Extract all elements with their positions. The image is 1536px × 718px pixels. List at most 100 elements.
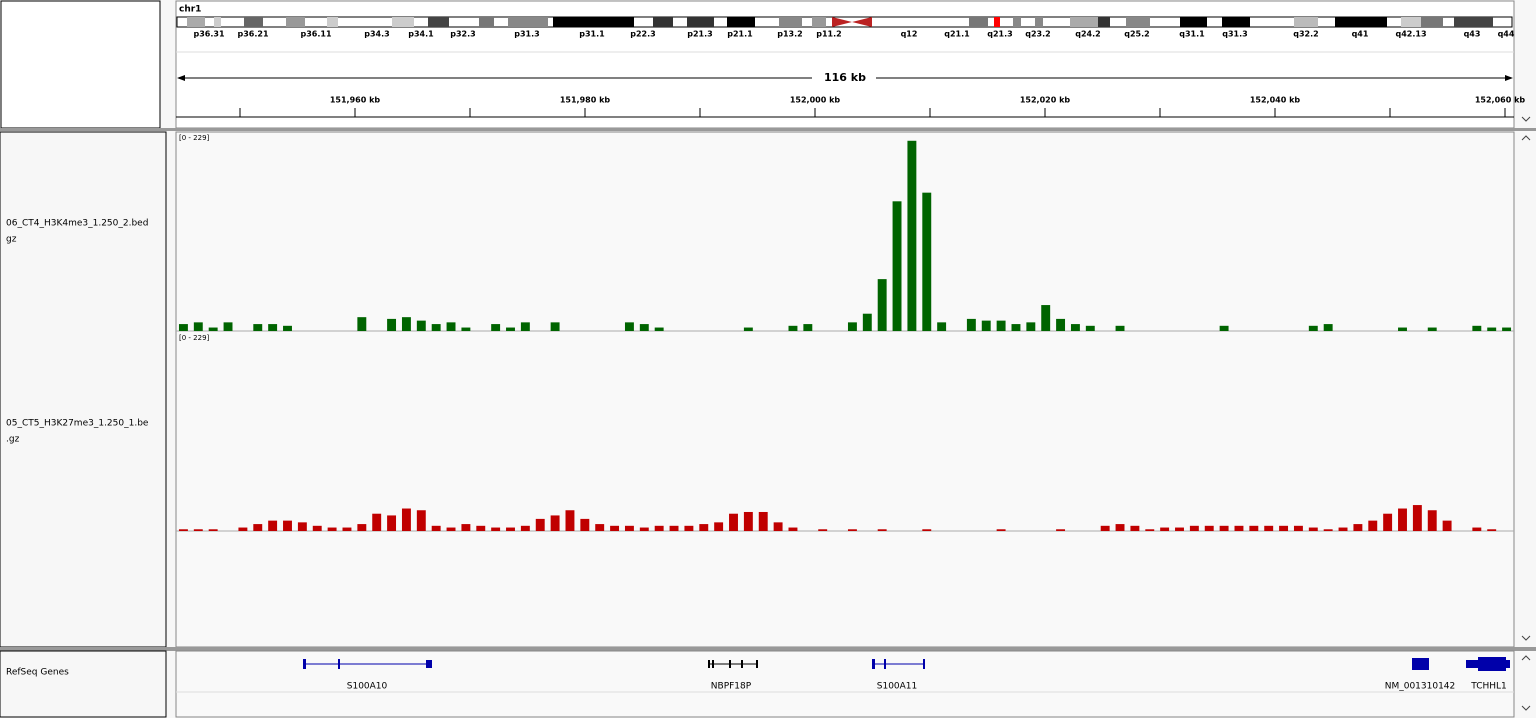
gene-exon [712, 660, 714, 668]
signal-bar [1472, 527, 1482, 531]
signal-bar [193, 529, 203, 531]
cytoband [508, 17, 548, 27]
signal-bar [595, 524, 605, 531]
scroll-button[interactable] [1521, 655, 1531, 661]
gene-panel [175, 650, 1515, 718]
signal-bar [847, 322, 857, 331]
cytoband [779, 17, 802, 27]
signal-bar [208, 529, 218, 531]
signal-bar [1264, 525, 1274, 531]
signal-bar [387, 515, 397, 531]
signal-bar [1056, 529, 1066, 531]
divider [0, 128, 1536, 131]
ruler-tick-label: 151,960 kb [330, 96, 381, 105]
gene-label: NM_001310142 [1385, 682, 1456, 692]
signal-bar [1338, 527, 1348, 531]
signal-bar [238, 527, 248, 531]
gene-label: NBPF18P [711, 682, 752, 692]
scroll-button[interactable] [1521, 116, 1531, 122]
signal-bar [714, 522, 724, 531]
signal-bar [223, 322, 233, 331]
signal-bar [996, 529, 1006, 531]
signal-bar [1070, 324, 1080, 331]
scroll-button[interactable] [1521, 135, 1531, 141]
signal-bar [1502, 327, 1512, 331]
cytoband-label: p36.21 [237, 30, 268, 39]
signal-bar [1041, 305, 1051, 331]
cytoband-label: q43 [1464, 30, 1481, 39]
cytoband-label: q23.2 [1025, 30, 1050, 39]
cytoband-label: p13.2 [777, 30, 802, 39]
signal-bar [506, 527, 515, 531]
cytoband-label: p32.3 [450, 30, 475, 39]
cytoband [653, 17, 673, 27]
cytoband [727, 17, 755, 27]
signal-bar [491, 324, 501, 331]
cytoband [1401, 17, 1421, 27]
cytoband-label: q12 [901, 30, 918, 39]
cytoband [428, 17, 449, 27]
signal-bar [520, 322, 530, 331]
cytoband-label: p36.31 [193, 30, 224, 39]
signal-bar [1412, 505, 1422, 531]
signal-bar [743, 327, 753, 331]
span-arrow [1505, 75, 1513, 81]
signal-bar [877, 529, 887, 531]
cytoband-label: p21.1 [727, 30, 753, 39]
signal-bar [446, 527, 456, 531]
cytoband-label: p31.3 [514, 30, 539, 39]
signal-bar [1011, 324, 1021, 331]
cytoband-label: p21.3 [687, 30, 712, 39]
signal-bar [565, 510, 575, 531]
signal-bar [1189, 525, 1199, 531]
signal-bar [312, 525, 322, 531]
signal-bar [1219, 525, 1229, 531]
signal-bar [743, 511, 753, 531]
cytoband [994, 17, 1000, 27]
signal-bar [1219, 325, 1229, 331]
signal-bar [1427, 327, 1437, 331]
cytoband [214, 17, 221, 27]
gene-exon [729, 660, 731, 668]
signal-bar [1160, 527, 1170, 531]
signal-bar [1368, 520, 1378, 531]
cytoband-label: q31.3 [1222, 30, 1247, 39]
gene-exon [426, 660, 432, 668]
gene-exon [872, 659, 875, 669]
scroll-button[interactable] [1521, 635, 1531, 641]
signal-bar [1427, 510, 1437, 531]
signal-bar [357, 524, 367, 531]
signal-bar [535, 518, 545, 531]
cytoband-label: q42.13 [1395, 30, 1426, 39]
signal-bar [981, 320, 991, 331]
cytoband [1035, 17, 1043, 27]
signal-bar [506, 327, 515, 331]
ruler-tick-label: 152,000 kb [790, 96, 841, 105]
signal-bar [803, 324, 813, 331]
signal-bar [1293, 525, 1303, 531]
cytoband [1335, 17, 1387, 27]
cytoband-label: q21.1 [944, 30, 970, 39]
cytoband [812, 17, 826, 27]
gene-exon [1466, 660, 1478, 668]
signal-bar [1234, 525, 1244, 531]
signal-bar [253, 524, 263, 531]
signal-bar [966, 318, 976, 331]
divider [0, 647, 1536, 651]
cytoband [327, 17, 338, 27]
signal-bar [818, 529, 828, 531]
signal-bar [1279, 525, 1289, 531]
signal-bar [520, 525, 530, 531]
signal-bar [788, 527, 798, 531]
signal-bar [788, 325, 798, 331]
track-name: gz [6, 235, 17, 245]
signal-bar [1175, 527, 1184, 531]
gene-exon [1412, 658, 1429, 670]
signal-bar [624, 322, 634, 331]
signal-bar [387, 318, 397, 331]
signal-bar [372, 513, 382, 531]
signal-bar [922, 192, 932, 331]
signal-bar [1353, 524, 1363, 531]
scroll-button[interactable] [1521, 705, 1531, 711]
